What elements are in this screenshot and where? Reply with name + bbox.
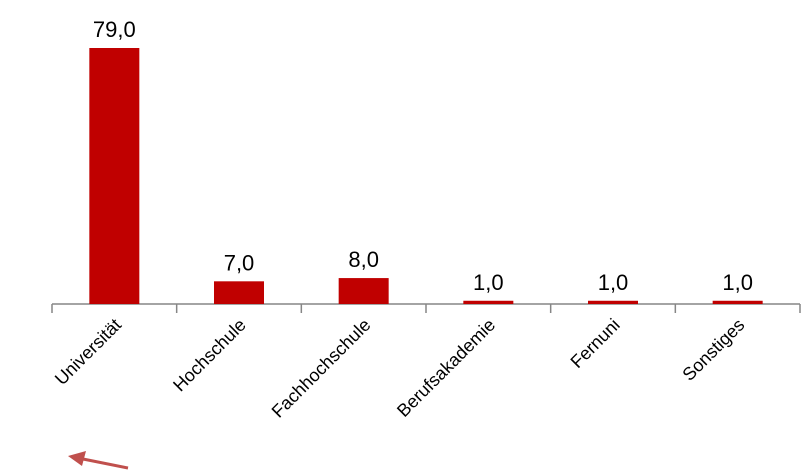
value-label-2: 8,0 <box>348 247 379 272</box>
value-labels: 79,0 7,0 8,0 1,0 1,0 1,0 <box>93 17 753 295</box>
category-label-1: Hochschule <box>169 315 250 396</box>
value-label-5: 1,0 <box>722 270 753 295</box>
value-label-1: 7,0 <box>224 250 255 275</box>
category-label-2: Fachhochschule <box>268 315 375 422</box>
arrow-pointer-icon <box>68 451 129 470</box>
category-label-0: Universität <box>51 315 125 389</box>
value-label-4: 1,0 <box>598 270 629 295</box>
bar-0 <box>89 48 140 304</box>
value-label-0: 79,0 <box>93 17 136 42</box>
bar-3 <box>463 300 514 304</box>
value-label-3: 1,0 <box>473 270 504 295</box>
bar-5 <box>712 300 763 304</box>
category-label-4: Fernuni <box>567 315 624 372</box>
bar-1 <box>214 281 264 304</box>
category-label-5: Sonstiges <box>678 315 748 385</box>
annotations <box>68 451 129 470</box>
bars <box>89 48 763 304</box>
category-label-3: Berufsakademie <box>393 315 499 421</box>
category-labels: Universität Hochschule Fachhochschule Beruf… <box>51 315 749 422</box>
x-axis <box>51 303 801 313</box>
bar-2 <box>338 278 389 304</box>
bar-4 <box>588 300 638 304</box>
